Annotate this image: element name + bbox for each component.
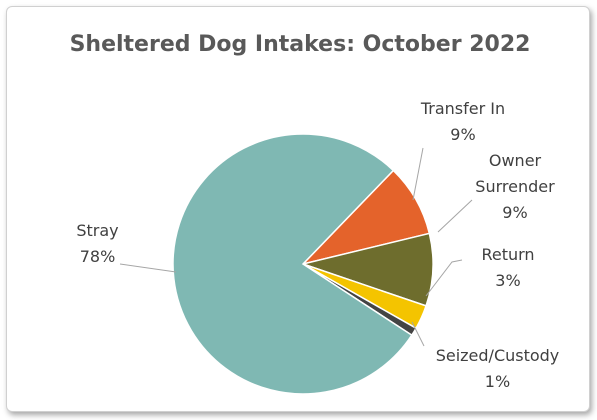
leader-line xyxy=(412,147,424,201)
leader-line xyxy=(437,199,473,233)
slice-category-label: Owner Surrender xyxy=(475,151,555,196)
leader-line xyxy=(425,259,463,297)
slice-category-label: Seized/Custody xyxy=(435,346,560,365)
leader-line xyxy=(119,263,177,273)
slice-category-label: Return xyxy=(481,245,535,264)
slice-value-label: 78% xyxy=(79,247,116,266)
slice-value-label: 9% xyxy=(502,203,528,222)
slice-value-label: 1% xyxy=(484,372,511,391)
leader-line xyxy=(411,321,425,347)
slice-value-label: 3% xyxy=(495,271,521,290)
slice-value-label: 9% xyxy=(450,125,476,144)
slice-category-label: Stray xyxy=(76,221,119,240)
slice-category-label: Transfer In xyxy=(420,99,506,118)
pie-slice xyxy=(172,133,413,395)
chart-title: Sheltered Dog Intakes: October 2022 xyxy=(69,32,531,57)
